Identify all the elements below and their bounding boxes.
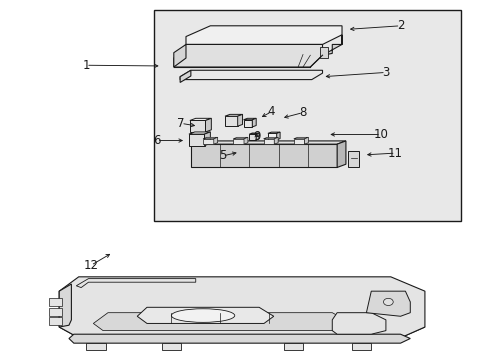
Polygon shape [93, 313, 351, 330]
Polygon shape [189, 121, 205, 132]
Polygon shape [351, 343, 370, 350]
Text: 2: 2 [396, 19, 404, 32]
Polygon shape [180, 70, 190, 82]
Polygon shape [237, 114, 242, 126]
Text: 7: 7 [177, 117, 184, 130]
Polygon shape [267, 132, 280, 134]
Polygon shape [185, 26, 341, 44]
Bar [154, 10, 461, 221]
Polygon shape [322, 35, 341, 55]
Polygon shape [243, 118, 256, 120]
Polygon shape [188, 134, 204, 145]
Polygon shape [243, 120, 252, 127]
Polygon shape [190, 141, 345, 144]
Polygon shape [59, 284, 71, 327]
Text: 11: 11 [387, 147, 402, 159]
Polygon shape [283, 343, 303, 350]
Text: 3: 3 [382, 66, 389, 79]
Polygon shape [173, 44, 185, 67]
Ellipse shape [171, 309, 234, 322]
Polygon shape [267, 134, 276, 140]
Polygon shape [320, 47, 328, 58]
Text: 12: 12 [83, 259, 98, 272]
Polygon shape [249, 133, 259, 134]
Polygon shape [233, 139, 244, 144]
Polygon shape [69, 334, 409, 343]
Polygon shape [274, 137, 278, 144]
Polygon shape [263, 137, 278, 139]
Polygon shape [180, 70, 322, 80]
Polygon shape [244, 137, 247, 144]
Polygon shape [59, 313, 424, 338]
Polygon shape [173, 44, 322, 67]
Polygon shape [161, 343, 181, 350]
Polygon shape [49, 298, 61, 306]
Polygon shape [293, 139, 304, 144]
Polygon shape [263, 139, 274, 144]
Polygon shape [203, 139, 213, 144]
Polygon shape [49, 318, 61, 325]
Polygon shape [137, 307, 273, 323]
Polygon shape [249, 134, 256, 140]
Text: 1: 1 [82, 59, 90, 72]
Polygon shape [233, 137, 247, 139]
Polygon shape [76, 279, 195, 288]
Polygon shape [276, 132, 280, 140]
Polygon shape [224, 114, 242, 116]
Polygon shape [188, 132, 210, 134]
Polygon shape [204, 132, 210, 145]
Text: 4: 4 [267, 105, 275, 118]
Text: 6: 6 [153, 134, 160, 147]
Polygon shape [59, 277, 424, 338]
Text: 9: 9 [252, 130, 260, 144]
Polygon shape [256, 133, 259, 140]
Polygon shape [86, 343, 105, 350]
Text: 10: 10 [373, 128, 387, 141]
Text: 5: 5 [219, 149, 226, 162]
Polygon shape [347, 151, 358, 167]
Polygon shape [366, 291, 409, 316]
Polygon shape [205, 118, 211, 132]
Polygon shape [252, 118, 256, 127]
Polygon shape [203, 137, 217, 139]
Polygon shape [190, 144, 336, 167]
Text: 8: 8 [299, 106, 306, 119]
Polygon shape [49, 309, 61, 316]
Polygon shape [336, 141, 345, 167]
Polygon shape [213, 137, 217, 144]
Circle shape [383, 298, 392, 306]
Polygon shape [293, 137, 308, 139]
Polygon shape [331, 313, 385, 334]
Polygon shape [304, 137, 308, 144]
Polygon shape [189, 118, 211, 121]
Polygon shape [224, 116, 237, 126]
